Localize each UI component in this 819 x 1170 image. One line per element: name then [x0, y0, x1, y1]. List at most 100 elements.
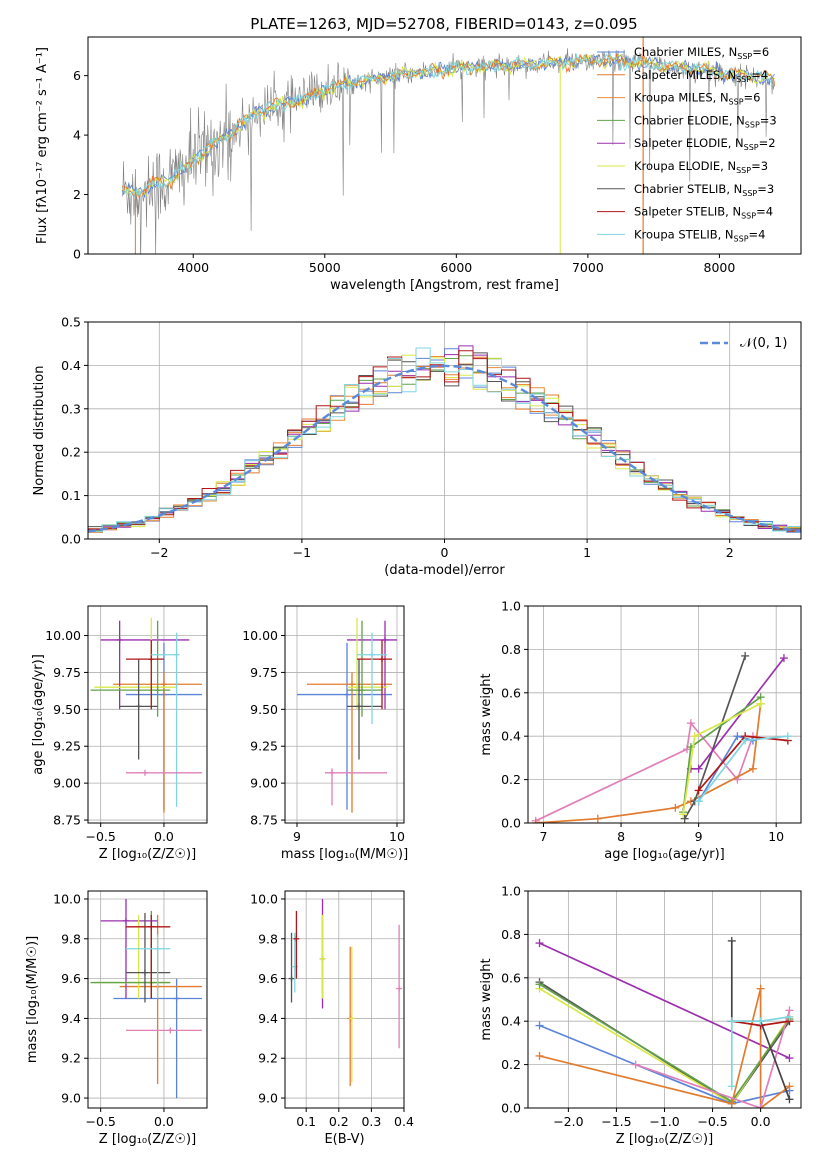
x-tick-label: 4000	[177, 260, 209, 275]
y-axis-label: mass [log₁₀(M/M☉)]	[25, 936, 40, 1063]
y-tick-label: 9.8	[258, 931, 278, 946]
x-tick-label: 0	[441, 545, 449, 560]
legend-entry: 𝒩(0, 1)	[740, 336, 787, 351]
y-tick-label: 9.25	[53, 739, 81, 754]
y-tick-label: 9.50	[250, 702, 278, 717]
plot-area	[297, 617, 397, 813]
plot-area	[90, 898, 202, 1099]
y-tick-label: 9.75	[250, 665, 278, 680]
y-axis-label: mass weight	[479, 673, 494, 755]
y-tick-label: 0.1	[61, 488, 81, 503]
plot-area	[535, 936, 794, 1108]
y-tick-label: 9.75	[53, 665, 81, 680]
gaussian-reference-line	[88, 364, 801, 533]
y-tick-label: 9.00	[53, 776, 81, 791]
x-tick-label: 0.0	[154, 1114, 174, 1129]
legend-entry: Salpeter ELODIE, NSSP=2	[634, 136, 776, 152]
legend-entry: Kroupa MILES, NSSP=6	[634, 91, 760, 107]
y-tick-label: 0.8	[501, 642, 521, 657]
x-tick-label: 10	[768, 829, 784, 844]
y-tick-label: 10.00	[45, 628, 81, 643]
y-tick-label: 1.0	[501, 599, 521, 614]
y-tick-label: 0.4	[61, 358, 81, 373]
y-tick-label: 4	[73, 128, 81, 143]
y-tick-label: 0	[73, 247, 81, 262]
x-tick-label: −0.5	[85, 829, 115, 844]
y-tick-label: 9.2	[258, 1051, 278, 1066]
x-axis-label: Z [log₁₀(Z/Z☉)]	[99, 1132, 196, 1147]
histogram-series	[88, 350, 801, 532]
y-axis-label: mass weight	[479, 958, 494, 1040]
x-tick-label: 7000	[572, 260, 604, 275]
axes-frame	[87, 890, 208, 1109]
y-axis-label: age [log₁₀(age/yr)]	[31, 654, 46, 775]
x-tick-label: 6000	[440, 260, 472, 275]
y-tick-label: 0.3	[61, 401, 81, 416]
model-spectrum-line	[121, 52, 775, 200]
y-tick-label: 10.0	[250, 891, 278, 906]
x-axis-label: Z [log₁₀(Z/Z☉)]	[99, 847, 196, 862]
y-tick-label: 9.6	[61, 971, 81, 986]
x-tick-label: −2	[150, 545, 168, 560]
x-tick-label: −1.5	[601, 1114, 631, 1129]
y-tick-label: 8.75	[250, 813, 278, 828]
y-axis-label: Flux [fλ10⁻¹⁷ erg cm⁻² s⁻¹ A⁻¹]	[35, 47, 50, 244]
x-tick-label: −1	[293, 545, 311, 560]
y-tick-label: 9.0	[258, 1091, 278, 1106]
x-tick-label: 0.4	[394, 1114, 414, 1129]
y-tick-label: 9.25	[250, 739, 278, 754]
x-tick-label: 8000	[704, 260, 736, 275]
x-axis-label: Z [log₁₀(Z/Z☉)]	[616, 1132, 713, 1147]
y-tick-label: 0.0	[501, 816, 521, 831]
x-tick-label: −2.0	[553, 1114, 583, 1129]
y-tick-label: 9.4	[258, 1011, 278, 1026]
plot-area	[121, 37, 776, 254]
y-tick-label: 0.0	[61, 532, 81, 547]
x-axis-label: E(B-V)	[324, 1132, 364, 1147]
y-tick-label: 0.2	[61, 445, 81, 460]
x-tick-label: −1.0	[649, 1114, 679, 1129]
y-tick-label: 0.5	[61, 315, 81, 330]
axes-frame	[284, 890, 405, 1109]
y-tick-label: 6	[73, 68, 81, 83]
y-tick-label: 9.00	[250, 776, 278, 791]
y-tick-label: 10.0	[53, 891, 81, 906]
y-tick-label: 0.0	[501, 1101, 521, 1116]
legend-entry: Salpeter MILES, NSSP=4	[634, 68, 768, 84]
x-tick-label: 7	[540, 829, 548, 844]
axes-frame	[527, 605, 802, 824]
x-tick-label: 10	[389, 829, 405, 844]
legend-entry: Chabrier ELODIE, NSSP=3	[634, 113, 777, 129]
mass-weight-vs-age-panel: 7 8 9 10 0.0 0.2 0.4 0.6 0.8 1.0 age [log₁₀(age/yr…	[479, 599, 802, 862]
mass-weight-vs-metallicity-panel: −2.0 −1.5 −1.0 −0.5 0.0 0.0 0.2 0.4 0.6 0.8 1.0 Z […	[479, 884, 802, 1147]
y-tick-label: 9.8	[61, 931, 81, 946]
y-tick-label: 9.50	[53, 702, 81, 717]
plot-area	[90, 617, 202, 813]
y-tick-label: 2	[73, 187, 81, 202]
plot-area	[531, 651, 792, 823]
y-tick-label: 0.2	[501, 1057, 521, 1072]
mass-vs-extinction-panel: 0.1 0.2 0.3 0.4 9.0 9.2 9.4 9.6 9.8 10.0 E(B-V)	[250, 890, 414, 1147]
x-tick-label: 0.1	[296, 1114, 316, 1129]
x-axis-label: mass [log₁₀(M/M☉)]	[281, 847, 408, 862]
residual-histogram-panel: −2 −1 0 1 2 0.0 0.1 0.2 0.3 0.4 0.5 (data-model)/er…	[32, 315, 802, 578]
x-axis-label: wavelength [Angstrom, rest frame]	[330, 278, 559, 293]
x-tick-label: 9	[695, 829, 703, 844]
legend-entry: Chabrier MILES, NSSP=6	[634, 45, 769, 61]
legend-entry: Kroupa ELODIE, NSSP=3	[634, 159, 768, 175]
y-tick-label: 10.00	[242, 628, 278, 643]
x-axis-label: age [log₁₀(age/yr)]	[604, 847, 725, 862]
x-tick-label: 9	[293, 829, 301, 844]
age-vs-metallicity-panel: −0.5 0.0 8.75 9.00 9.25 9.50 9.75 10.00 Z [log₁₀…	[31, 605, 208, 862]
y-tick-label: 0.6	[501, 685, 521, 700]
spectrum-panel: 4000 5000 6000 7000 8000 0 2 4 6 wavelength [Angs…	[35, 36, 802, 293]
x-tick-label: −0.5	[85, 1114, 115, 1129]
figure-title: PLATE=1263, MJD=52708, FIBERID=0143, z=0…	[250, 15, 637, 33]
histogram-series	[88, 347, 801, 533]
y-tick-label: 0.4	[501, 1014, 521, 1029]
x-tick-label: 8	[617, 829, 625, 844]
plot-area	[288, 898, 403, 1087]
legend-entry: Kroupa STELIB, NSSP=4	[634, 227, 765, 243]
y-tick-label: 0.6	[501, 970, 521, 985]
